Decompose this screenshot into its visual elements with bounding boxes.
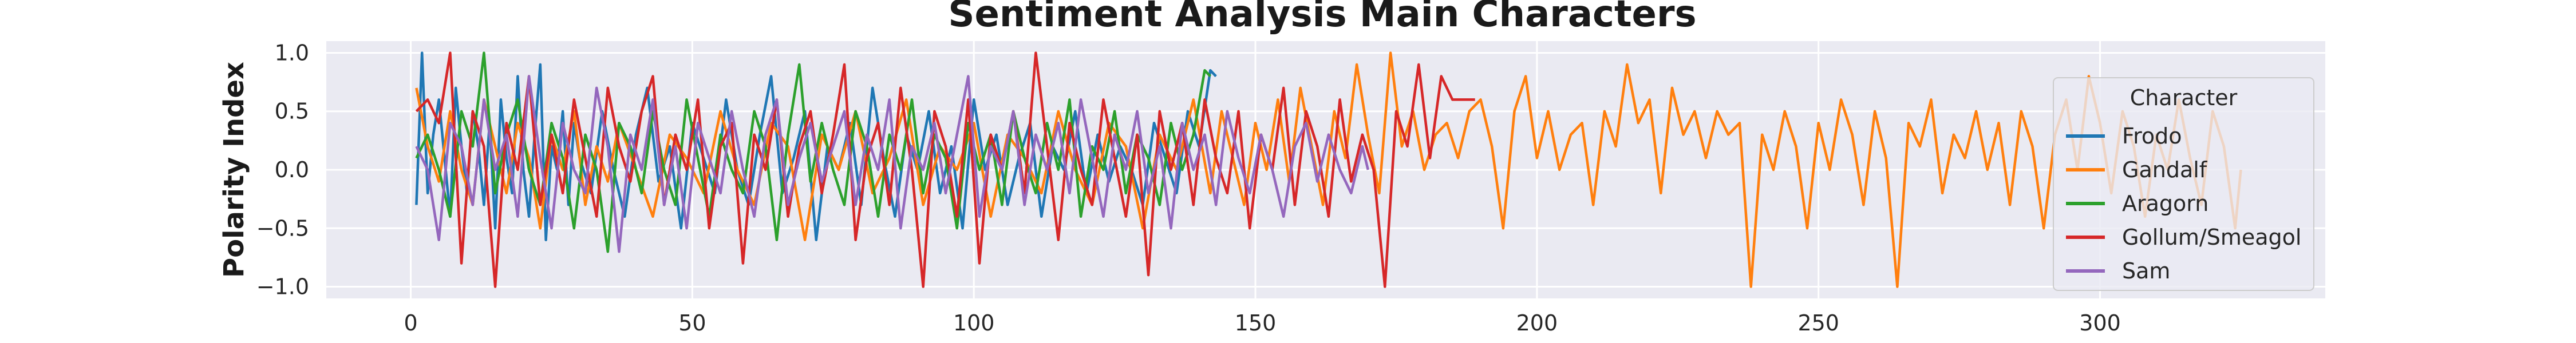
- x-tick-label: 250: [1797, 310, 1839, 336]
- legend-entry: Gollum/Smeagol: [2122, 225, 2301, 250]
- legend: Character Frodo Gandalf Aragorn Gollum/Smeag…: [2053, 77, 2314, 291]
- chart-title: Sentiment Analysis Main Characters: [948, 0, 1696, 35]
- y-tick-label: 1.0: [275, 40, 309, 65]
- x-tick-label: 50: [678, 310, 706, 336]
- x-tick-label: 200: [1516, 310, 1558, 336]
- series-layer: [415, 51, 2242, 288]
- y-tick-label: −1.0: [256, 274, 309, 300]
- x-tick-label: 300: [2079, 310, 2121, 336]
- x-tick-label: 150: [1235, 310, 1277, 336]
- x-tick-label: 0: [404, 310, 417, 336]
- y-axis-label: Polarity Index: [218, 62, 250, 278]
- x-tick-label: 100: [953, 310, 995, 336]
- grid-lines: [326, 41, 2325, 298]
- legend-box: [2053, 77, 2314, 291]
- legend-entry: Gandalf: [2122, 157, 2208, 182]
- legend-title: Character: [2130, 85, 2238, 110]
- series-line-gollum-smeagol: [415, 51, 1475, 288]
- y-tick-label: −0.5: [256, 216, 309, 241]
- legend-entry: Frodo: [2122, 123, 2182, 149]
- legend-entry: Sam: [2122, 258, 2170, 284]
- y-tick-label: 0.5: [275, 99, 309, 124]
- axis-ticks: 0 50 100 150 200 250 300 1.0 0.5 0.0 −0.5 −1.0: [256, 40, 2121, 336]
- series-line-sam: [415, 75, 1369, 253]
- legend-entry: Aragorn: [2122, 191, 2208, 216]
- y-tick-label: 0.0: [275, 157, 309, 182]
